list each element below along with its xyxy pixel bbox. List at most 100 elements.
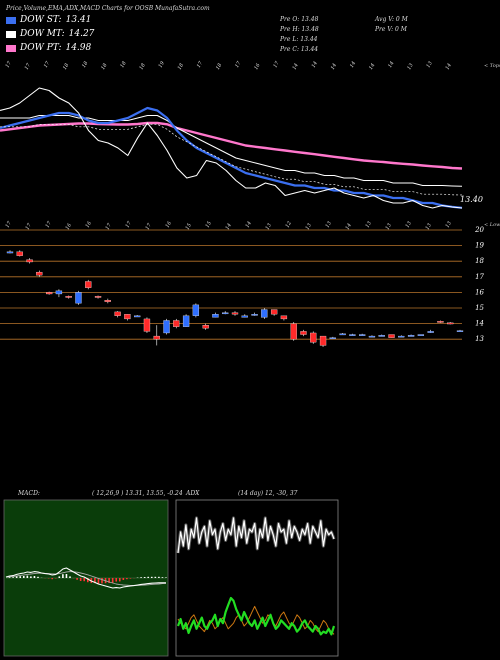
adx-title: ADX [185, 490, 200, 497]
ohlc-low-value: 13.44 [300, 36, 318, 43]
price-tick-label: 17 [475, 273, 484, 281]
top-tick-label: 17 [5, 60, 14, 69]
legend-dow-st: DOW ST: 13.41 [6, 14, 91, 26]
top-tick-label: 19 [158, 60, 167, 69]
ohlc-high-label: Pre H: [280, 26, 300, 33]
price-line [0, 87, 463, 209]
candle-down [16, 251, 23, 256]
price-tick-label: 19 [475, 242, 484, 250]
macd-signal-line [5, 571, 167, 586]
top-tick-label: 17 [234, 60, 243, 69]
ohlc-close-label: Pre C: [280, 46, 299, 53]
adx-background [175, 499, 339, 657]
legend-dow-pt: DOW PT: 14.98 [6, 42, 91, 54]
candle-down [319, 335, 327, 346]
low-tick-label: 14 [225, 222, 233, 231]
low-tick-label: 16 [165, 220, 174, 229]
candle-down [153, 335, 160, 340]
candle-up [55, 290, 63, 295]
top-tick-label: 17 [196, 60, 205, 69]
candle-up [456, 330, 464, 332]
tops-label: < Tops [484, 63, 500, 69]
low-tick-label: 14 [245, 220, 253, 229]
top-tick-label: 14 [311, 60, 319, 69]
top-tick-label: 18 [81, 60, 89, 69]
candle-up [251, 314, 258, 316]
legend-dow-mt: DOW MT: 14.27 [6, 28, 94, 40]
candle-down [45, 292, 53, 295]
candle-up [134, 315, 141, 318]
legend-swatch-dow-pt [6, 44, 16, 52]
candle-up [6, 251, 14, 254]
ohlc-open-value: 13.48 [301, 16, 319, 23]
candle-up [417, 334, 425, 336]
macd-params: ( 12,26,9 ) 13.31, 13.55, -0.24 [92, 490, 183, 497]
candle-up [427, 331, 434, 333]
candle-down [173, 320, 180, 327]
candle-down [26, 259, 33, 263]
top-tick-label: 18 [119, 60, 127, 69]
candle-down [124, 314, 131, 320]
low-tick-label: 17 [125, 220, 134, 229]
legend-swatch-dow-st [6, 16, 16, 24]
candle-down [290, 323, 297, 340]
candle-down [94, 296, 102, 298]
candle-down [437, 321, 444, 323]
candle-down [114, 311, 121, 316]
candle-up [359, 334, 366, 336]
plus-di-line [177, 517, 335, 554]
low-tick-label: 13 [305, 222, 313, 231]
legend-value-dow-st: 13.41 [65, 15, 92, 25]
candle-down [36, 271, 43, 276]
legend-value-dow-pt: 14.98 [65, 43, 92, 53]
low-tick-label: 16 [65, 222, 74, 231]
price-tick-label: 16 [475, 288, 484, 296]
top-tick-label: 18 [100, 62, 108, 71]
candle-down [65, 296, 72, 298]
candle-down [143, 318, 151, 332]
prev-volume: Pre V: 0 M [375, 26, 407, 33]
candle-up [241, 315, 248, 318]
dow-mt-line [0, 115, 463, 187]
candle-up [75, 292, 82, 304]
candle-up [329, 337, 336, 339]
top-tick-label: 13 [425, 60, 433, 69]
candle-up [339, 333, 346, 336]
price-tick-label: 15 [475, 304, 484, 312]
ohlc-close: Pre C: 13.44 [280, 46, 318, 53]
candle-down [202, 325, 209, 329]
candle-up [192, 304, 200, 316]
minus-di-line [176, 596, 336, 636]
top-tick-label: 14 [368, 62, 376, 71]
candle-up [222, 312, 229, 315]
top-tick-label: 14 [349, 60, 357, 69]
ohlc-high-value: 13.48 [301, 26, 319, 33]
low-tick-label: 13 [365, 220, 373, 229]
candle-down [280, 315, 288, 320]
price-tick-label: 14 [475, 320, 484, 328]
low-tick-label: 17 [25, 222, 34, 231]
candle-down [104, 300, 111, 302]
low-tick-label: 17 [145, 222, 154, 231]
candle-down [310, 332, 317, 343]
low-tick-label: 13 [325, 220, 333, 229]
low-tick-label: 13 [425, 222, 433, 231]
candle-down [231, 312, 239, 315]
low-tick-label: 13 [405, 220, 413, 229]
macd-line [5, 567, 166, 589]
ohlc-high: Pre H: 13.48 [280, 26, 319, 33]
candle-down [300, 331, 307, 335]
candle-down [447, 322, 454, 325]
price-tick-label: 18 [475, 257, 484, 265]
candle-down [388, 334, 395, 338]
low-tick-label: 13 [385, 222, 393, 231]
top-tick-label: 14 [291, 62, 299, 71]
last-price-label: 13.40 [460, 195, 483, 204]
legend-label-dow-mt: DOW MT: [20, 29, 65, 39]
top-tick-label: 17 [43, 60, 52, 69]
candle-up [407, 335, 415, 337]
legend-label-dow-st: DOW ST: [20, 15, 62, 25]
lows-label: < Lows [484, 222, 500, 228]
top-tick-label: 14 [330, 62, 338, 71]
candle-up [212, 314, 219, 318]
